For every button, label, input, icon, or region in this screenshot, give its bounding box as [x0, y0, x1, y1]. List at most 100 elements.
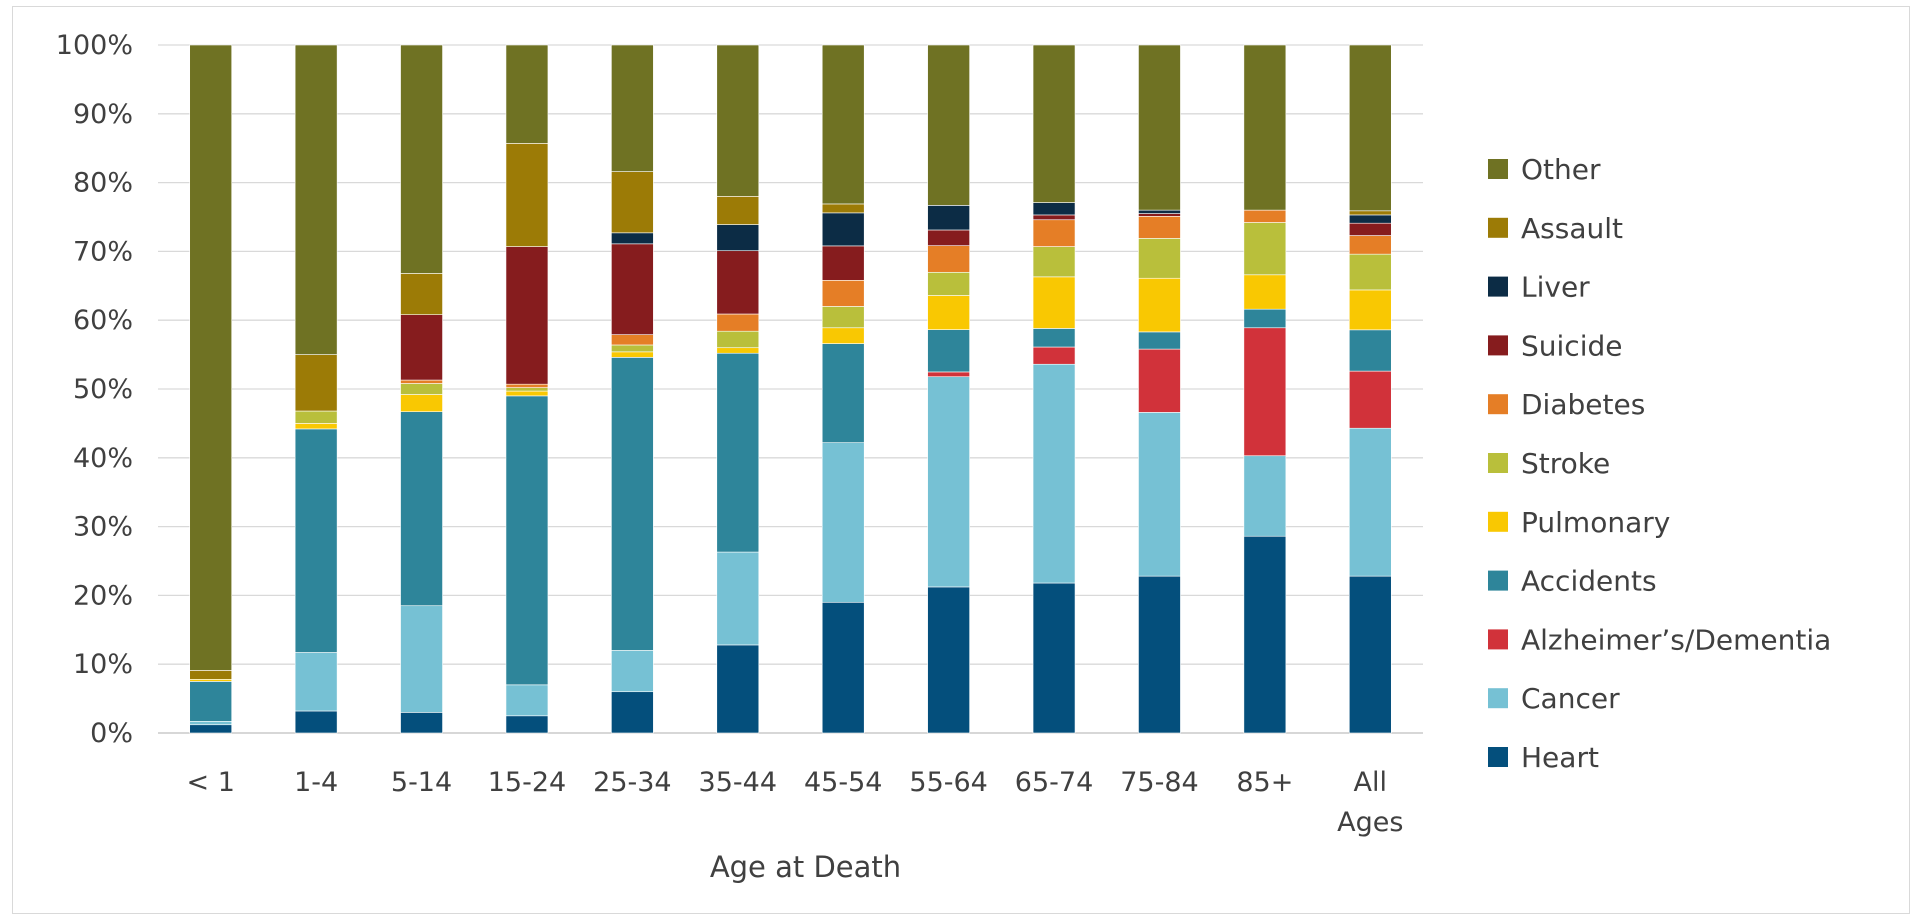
bar-segment	[821, 343, 865, 443]
legend-label: Assault	[1521, 212, 1623, 245]
bar-segment	[927, 205, 970, 231]
legend-item: Other	[1488, 153, 1601, 186]
legend-swatch	[1488, 629, 1508, 650]
y-tick-label: 80%	[73, 168, 133, 199]
legend-label: Accidents	[1521, 565, 1657, 598]
legend-item: Alzheimer’s/Dementia	[1488, 623, 1831, 656]
bar-segment	[611, 344, 654, 353]
bar-segment	[611, 357, 654, 651]
legend-swatch	[1488, 453, 1508, 473]
bar-segment	[1243, 222, 1287, 276]
legend-item: Diabetes	[1488, 388, 1645, 421]
bar-segment	[1348, 214, 1392, 224]
bar-segment	[716, 347, 760, 354]
legend-swatch	[1488, 688, 1508, 709]
legend-label: Suicide	[1521, 329, 1622, 362]
legend-item: Pulmonary	[1488, 506, 1670, 539]
bar-segment	[400, 394, 443, 413]
bar-segment	[1243, 535, 1287, 734]
bar-segment	[821, 442, 865, 603]
y-tick-label: 40%	[73, 443, 133, 474]
bar-segment	[716, 196, 760, 225]
x-tick-label: Ages	[1337, 807, 1403, 838]
legend-swatch	[1488, 276, 1508, 297]
x-tick-label: 25-34	[593, 767, 671, 798]
bar-segment	[1032, 363, 1076, 584]
legend-label: Stroke	[1521, 447, 1610, 480]
legend-label: Liver	[1521, 271, 1590, 304]
bar-segment	[716, 313, 760, 332]
bar-segment	[611, 243, 654, 335]
x-tick-label: 85+	[1236, 767, 1293, 798]
legend-label: Heart	[1521, 741, 1599, 774]
bar-segment	[505, 395, 549, 686]
bar-segment	[294, 354, 338, 412]
bar-group	[400, 44, 443, 734]
bar-segment	[505, 715, 549, 734]
bar-segment	[611, 171, 654, 234]
bar-segment	[927, 245, 970, 273]
x-tick-label: 75-84	[1120, 767, 1198, 798]
bar-segment	[1243, 209, 1287, 223]
chart-frame: < 1 1-4 5-14 15-24 25-34 35-44 45-54 55-64 65-74…	[12, 6, 1910, 914]
bar-segment	[189, 724, 233, 734]
bar-group	[611, 44, 654, 734]
bar-segment	[611, 351, 654, 358]
bar-segment	[716, 352, 760, 553]
bar-segment	[1032, 582, 1076, 734]
bar-segment	[189, 44, 233, 671]
y-tick-label: 100%	[56, 30, 133, 61]
bar-group	[1138, 44, 1181, 734]
bar-segment	[1138, 277, 1181, 333]
bar-group	[716, 44, 760, 734]
bar-segment	[294, 423, 338, 430]
bar-segment	[505, 383, 549, 388]
bar-segment	[611, 650, 654, 693]
bar-segment	[821, 279, 865, 307]
bar-segment	[821, 203, 865, 214]
bar-segment	[927, 271, 970, 296]
bar-segment	[716, 330, 760, 349]
y-tick-label: 0%	[90, 718, 133, 749]
bar-segment	[1138, 412, 1181, 577]
bar-segment	[1138, 348, 1181, 413]
bar-segment	[821, 212, 865, 247]
bar-segment	[821, 327, 865, 344]
bar-segment	[1243, 44, 1287, 211]
y-tick-label: 60%	[73, 305, 133, 336]
bar-segment	[1243, 455, 1287, 537]
bars	[189, 44, 1392, 734]
bar-segment	[1138, 575, 1181, 734]
bar-segment	[505, 143, 549, 247]
bar-segment	[505, 684, 549, 717]
bar-segment	[1032, 219, 1076, 247]
legend-label: Cancer	[1521, 682, 1620, 715]
x-tick-label: 15-24	[488, 767, 566, 798]
bar-segment	[294, 44, 338, 355]
bar-segment	[927, 371, 970, 378]
legend-swatch	[1488, 217, 1508, 238]
x-tick-label: 45-54	[804, 767, 882, 798]
bar-group	[927, 44, 970, 734]
bar-group	[294, 44, 338, 734]
bar-segment	[611, 334, 654, 346]
bar-segment	[1243, 327, 1287, 457]
bar-segment	[400, 273, 443, 315]
x-axis-title: Age at Death	[710, 850, 901, 884]
legend-item: Assault	[1488, 212, 1623, 245]
bar-segment	[505, 390, 549, 397]
bar-segment	[821, 44, 865, 205]
bar-group	[189, 44, 233, 734]
bar-segment	[1032, 328, 1076, 348]
bar-segment	[1348, 210, 1392, 216]
x-tick-label: 55-64	[909, 767, 987, 798]
bar-segment	[294, 410, 338, 424]
bar-group	[1243, 44, 1287, 734]
bar-segment	[400, 605, 443, 713]
bar-segment	[716, 644, 760, 734]
bar-segment	[1032, 276, 1076, 329]
bar-segment	[1138, 44, 1181, 211]
bar-segment	[1348, 289, 1392, 331]
legend-item: Stroke	[1488, 447, 1610, 480]
bar-segment	[611, 232, 654, 245]
